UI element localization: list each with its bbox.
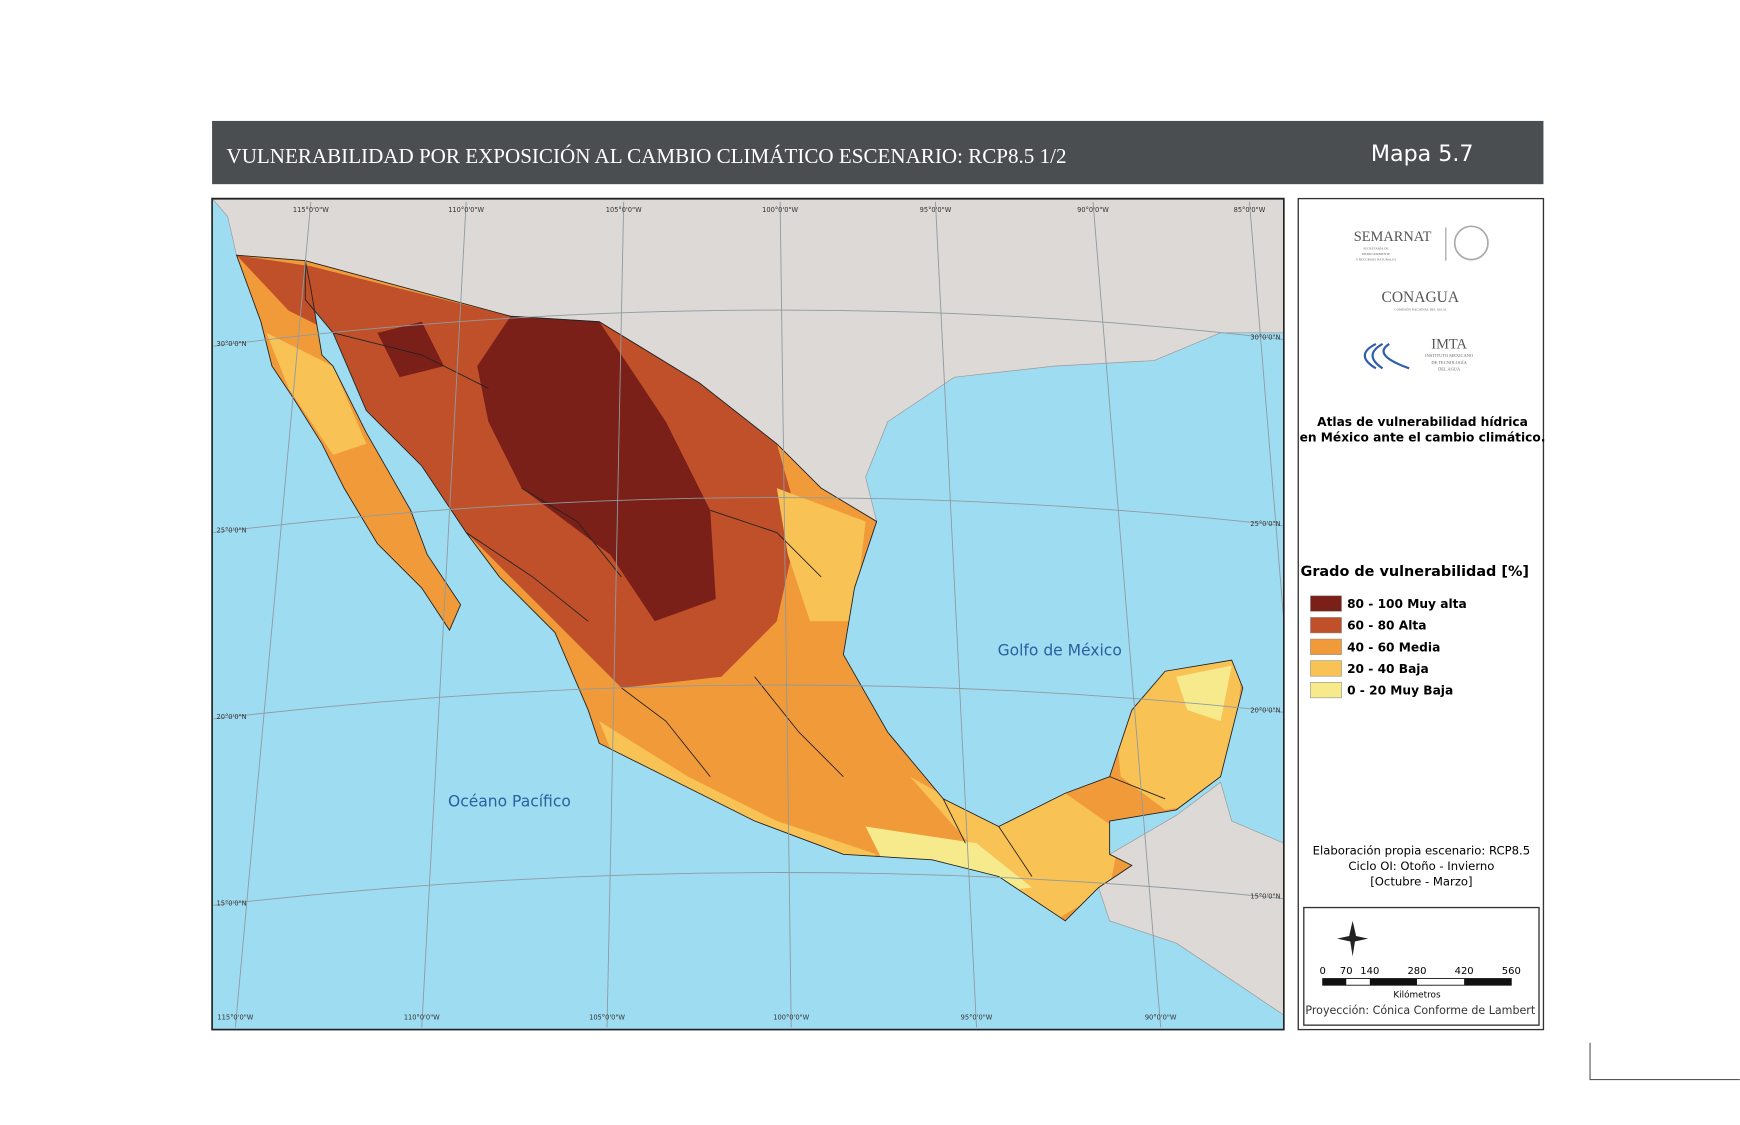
longitude-label: 90°0'0"W: [1077, 206, 1109, 214]
projection: Proyección: Cónica Conforme de Lambert: [1305, 1004, 1535, 1017]
legend-label: 20 - 40 Baja: [1347, 662, 1429, 676]
legend-title: Grado de vulnerabilidad [%]: [1300, 564, 1529, 580]
side-panel: SEMARNAT SECRETARÍA DE MEDIO AMBIENTE Y …: [1297, 197, 1546, 1031]
longitude-label: 110°0'0"W: [448, 206, 484, 214]
legend-label: 60 - 80 Alta: [1347, 619, 1426, 633]
legend-label: 0 - 20 Muy Baja: [1347, 684, 1453, 698]
logo-subtitle: Y RECURSOS NATURALES: [1356, 258, 1397, 262]
logo-conagua: CONAGUA: [1381, 289, 1459, 306]
longitude-label: 110°0'0"W: [404, 1014, 440, 1022]
latitude-label: 25°0'0"N: [1250, 520, 1280, 528]
header-title: VULNERABILIDAD POR EXPOSICIÓN AL CAMBIO …: [227, 144, 1067, 168]
legend-swatch: [1310, 660, 1342, 677]
scale-tick-label: 140: [1360, 966, 1379, 977]
scale-segment: [1322, 978, 1347, 986]
logo-semarnat: SEMARNAT: [1354, 229, 1432, 245]
legend-swatch: [1310, 638, 1342, 655]
logo-subtitle: SECRETARÍA DE: [1363, 246, 1388, 251]
scale-bar: 0 70 140 280 420 560: [1319, 966, 1521, 986]
map-number: Mapa 5.7: [1371, 141, 1474, 167]
latitude-label: 30°0'0"N: [1250, 333, 1280, 341]
longitude-label: 90°0'0"W: [1145, 1014, 1177, 1022]
longitude-label: 100°0'0"W: [773, 1014, 809, 1022]
note: Elaboración propia escenario: RCP8.5: [1313, 843, 1530, 857]
map: Golfo de México Océano Pacífico 115°0'0"…: [211, 197, 1285, 1031]
longitude-label: 95°0'0"W: [920, 206, 952, 214]
legend: 80 - 100 Muy alta 60 - 80 Alta 40 - 60 Med…: [1310, 595, 1467, 699]
longitude-label: 105°0'0"W: [589, 1014, 625, 1022]
imta-icon: [1363, 342, 1410, 370]
longitude-label: 100°0'0"W: [762, 206, 798, 214]
graticule: [213, 201, 1285, 1028]
legend-swatch: [1310, 682, 1342, 699]
header-bar: [212, 120, 1544, 185]
logo-imta: IMTA: [1431, 336, 1467, 352]
vulnerability-region: [377, 316, 716, 622]
logo-subtitle: COMISIÓN NACIONAL DEL AGUA: [1394, 307, 1446, 312]
longitude-label: 85°0'0"W: [1234, 206, 1266, 214]
seal-icon: [1453, 225, 1489, 261]
legend-label: 40 - 60 Media: [1347, 640, 1440, 654]
longitude-label: 115°0'0"W: [217, 1014, 253, 1022]
logo-subtitle: DEL AGUA: [1438, 367, 1461, 372]
state-borders: [332, 332, 1166, 877]
scale-tick-label: 560: [1502, 966, 1521, 977]
legend-swatch: [1310, 595, 1342, 612]
latitude-label: 25°0'0"N: [217, 527, 247, 535]
longitude-label: 115°0'0"W: [293, 206, 329, 214]
legend-label: 80 - 100 Muy alta: [1347, 597, 1467, 611]
scale-tick-label: 0: [1319, 966, 1325, 977]
atlas-title: Atlas de vulnerabilidad hídrica: [1317, 415, 1528, 429]
latitude-label: 15°0'0"N: [1250, 893, 1280, 901]
scale-tick-label: 420: [1455, 966, 1474, 977]
legend-swatch: [1310, 617, 1342, 634]
longitude-label: 95°0'0"W: [961, 1014, 993, 1022]
north-arrow: [1337, 920, 1369, 957]
page-corner: [1589, 1042, 1740, 1081]
logo-subtitle: MEDIO AMBIENTE: [1362, 252, 1391, 256]
latitude-label: 20°0'0"N: [217, 713, 247, 721]
scale-unit: Kilómetros: [1393, 989, 1441, 1000]
latitude-label: 15°0'0"N: [217, 899, 247, 907]
scale-tick-label: 280: [1407, 966, 1426, 977]
logo-subtitle: DE TECNOLOGÍA: [1431, 360, 1467, 365]
note: Ciclo OI: Otoño - Invierno: [1348, 859, 1494, 873]
latitude-label: 30°0'0"N: [217, 340, 247, 348]
logo-subtitle: INSTITUTO MEXICANO: [1425, 353, 1474, 358]
longitude-label: 105°0'0"W: [606, 206, 642, 214]
scale-segment: [1464, 978, 1512, 986]
scale-segment: [1369, 978, 1417, 986]
place-label: Golfo de México: [998, 642, 1122, 660]
scale-tick-label: 70: [1340, 966, 1353, 977]
place-label: Océano Pacífico: [448, 793, 571, 811]
atlas-title: en México ante el cambio climático.: [1300, 431, 1546, 445]
note: [Octubre - Marzo]: [1370, 874, 1472, 888]
latitude-label: 20°0'0"N: [1250, 706, 1280, 714]
